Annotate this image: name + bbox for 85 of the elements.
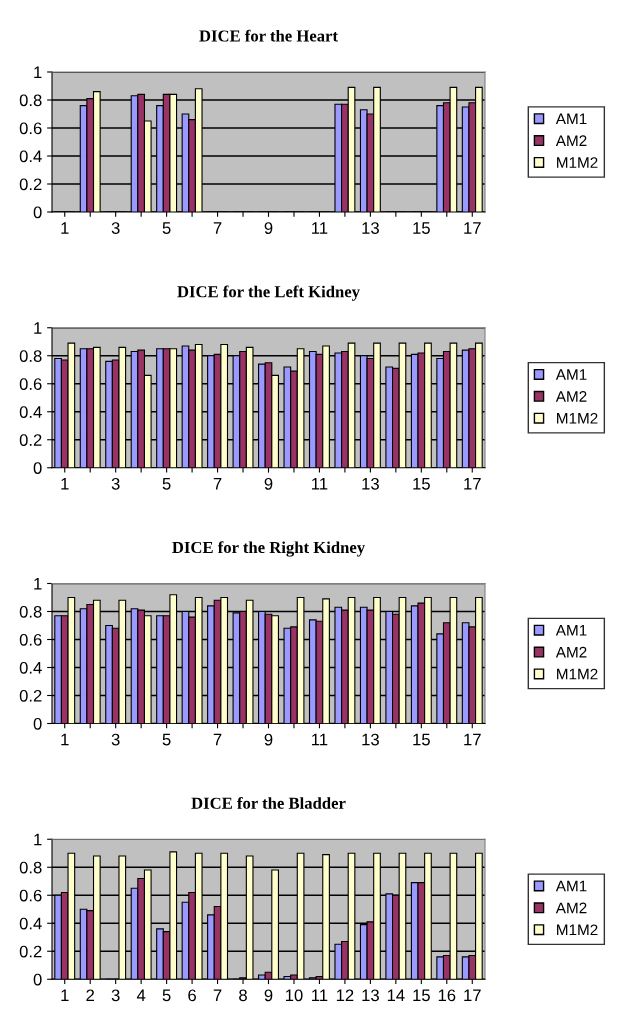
x-tick-label: 8	[239, 989, 247, 1002]
legend-label: M1M2	[557, 412, 598, 424]
x-tick-label: 4	[136, 989, 146, 1002]
x-tick-label: 9	[264, 733, 273, 746]
legend-label: AM1	[555, 880, 587, 892]
legend-label: AM1	[555, 369, 587, 380]
x-tick-label: 11	[312, 478, 328, 490]
legend-label: AM2	[555, 391, 587, 402]
y-tick-label: 0	[33, 206, 42, 219]
chart-title: DICE for the Heart	[199, 29, 338, 42]
x-tick-label: 11	[312, 733, 328, 746]
x-tick-label: 17	[464, 222, 481, 234]
y-tick-label: 0	[33, 717, 42, 730]
x-tick-label: 13	[362, 989, 379, 1002]
legend-label: M1M2	[557, 924, 598, 936]
y-tick-label: 0.4	[19, 406, 42, 418]
x-tick-label: 5	[162, 989, 171, 1002]
x-tick-label: 7	[213, 222, 222, 234]
y-tick-label: 0.2	[19, 689, 42, 702]
y-tick-label: 0.8	[19, 94, 42, 107]
x-tick-label: 15	[413, 478, 430, 490]
x-tick-label: 9	[264, 222, 273, 234]
y-tick-label: 0.2	[19, 434, 42, 446]
y-tick-label: 0.6	[19, 633, 42, 646]
y-tick-label: 0.8	[19, 605, 42, 618]
legend-label: AM2	[555, 135, 587, 146]
x-tick-label: 3	[111, 989, 120, 1002]
y-tick-label: 0.2	[19, 945, 42, 958]
y-tick-label: 0.8	[19, 861, 42, 874]
x-tick-label: 5	[162, 222, 171, 234]
chart-title: DICE for the Right Kidney	[172, 541, 365, 557]
y-tick-label: 0	[33, 462, 42, 474]
x-tick-label: 11	[312, 222, 328, 234]
y-tick-label: 1	[34, 578, 42, 590]
x-tick-label: 1	[61, 733, 69, 746]
legend-label: AM2	[555, 902, 587, 914]
x-tick-label: 2	[86, 989, 94, 1002]
x-tick-label: 14	[387, 989, 405, 1002]
y-tick-label: 1	[34, 833, 42, 846]
x-tick-label: 10	[285, 989, 303, 1002]
legend-label: M1M2	[557, 157, 598, 168]
y-tick-label: 0.2	[19, 178, 42, 191]
x-tick-label: 13	[362, 733, 379, 746]
legend-label: AM1	[555, 625, 587, 636]
x-tick-label: 1	[61, 989, 69, 1002]
y-tick-label: 0.4	[19, 917, 42, 930]
x-tick-label: 3	[111, 477, 120, 490]
chart-title: DICE for the Left Kidney	[177, 285, 360, 301]
y-tick-label: 0	[33, 973, 42, 986]
x-tick-label: 9	[264, 477, 273, 490]
y-tick-label: 0.6	[19, 122, 42, 135]
y-tick-label: 1	[34, 322, 42, 334]
bar	[436, 956, 445, 980]
x-tick-label: 17	[464, 478, 481, 490]
x-tick-label: 1	[61, 222, 69, 234]
x-tick-label: 15	[413, 222, 430, 234]
x-tick-label: 16	[438, 989, 456, 1002]
x-tick-label: 17	[464, 989, 481, 1002]
legend-label: M1M2	[557, 668, 598, 680]
x-tick-label: 7	[213, 989, 222, 1002]
y-tick-label: 0.6	[19, 378, 42, 390]
x-tick-label: 9	[264, 989, 273, 1002]
x-tick-label: 6	[188, 989, 196, 1002]
x-tick-label: 12	[336, 989, 354, 1002]
y-tick-label: 0.8	[19, 350, 42, 362]
legend-label: AM1	[555, 113, 587, 125]
x-tick-label: 13	[362, 222, 379, 234]
x-tick-label: 5	[162, 478, 171, 490]
x-tick-label: 13	[362, 477, 379, 490]
y-tick-label: 0.6	[19, 889, 42, 902]
y-tick-label: 1	[34, 66, 42, 79]
x-tick-label: 15	[413, 989, 430, 1002]
x-tick-label: 7	[213, 478, 222, 490]
y-tick-label: 0.4	[19, 661, 42, 674]
x-tick-label: 3	[111, 222, 120, 234]
x-tick-label: 11	[312, 989, 328, 1002]
x-tick-label: 7	[213, 733, 222, 746]
chart-title: DICE for the Bladder	[191, 796, 346, 809]
x-tick-label: 15	[413, 733, 430, 746]
x-tick-label: 1	[61, 478, 69, 490]
x-tick-label: 3	[111, 733, 120, 746]
x-tick-label: 17	[464, 733, 481, 746]
y-tick-label: 0.4	[19, 150, 42, 163]
x-tick-label: 5	[162, 733, 171, 746]
legend-label: AM2	[555, 646, 587, 658]
